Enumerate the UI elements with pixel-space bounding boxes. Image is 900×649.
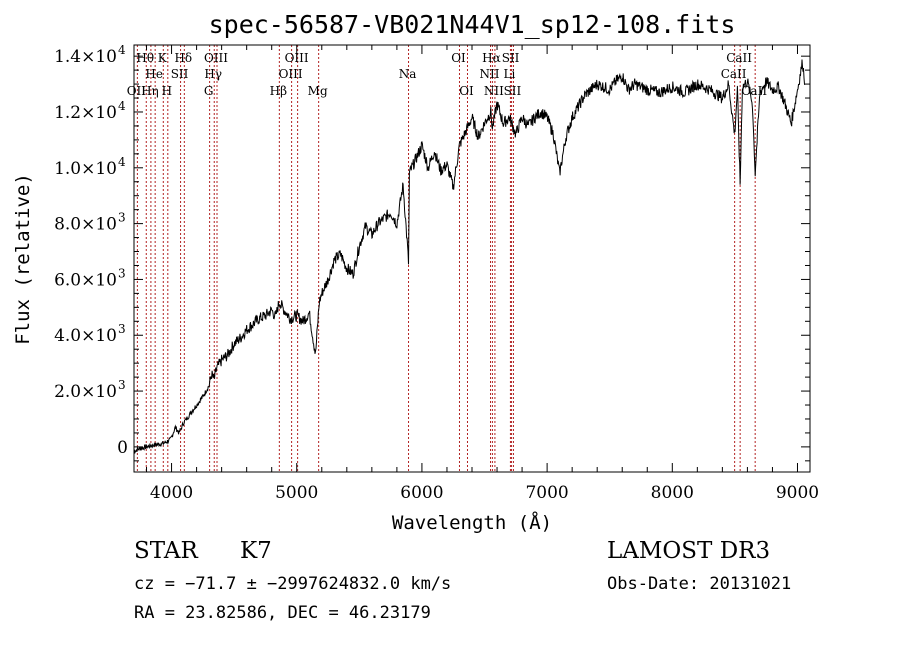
survey-name: LAMOST DR3 bbox=[607, 538, 771, 564]
chart-title: spec-56587-VB021N44V1_sp12-108.fits bbox=[209, 10, 736, 39]
y-tick-label: 1.4×10 bbox=[54, 47, 117, 67]
y-tick-exponent: 3 bbox=[118, 211, 126, 225]
line-marker-label: CaII bbox=[721, 67, 747, 81]
line-marker-label: Mg bbox=[308, 84, 328, 98]
line-marker-label: OI bbox=[451, 51, 466, 65]
line-marker-label: CaII bbox=[726, 51, 752, 65]
line-marker-label: Hθ bbox=[136, 51, 154, 65]
y-axis: 02.0×10 34.0×10 36.0×10 38.0×10 31.0×10 41.2×… bbox=[54, 43, 810, 462]
line-marker-label: H bbox=[162, 84, 172, 98]
x-tick-label: 8000 bbox=[651, 483, 694, 503]
y-tick-exponent: 4 bbox=[118, 155, 126, 169]
y-tick-exponent: 3 bbox=[118, 266, 126, 280]
line-marker-label: Hβ bbox=[270, 84, 287, 98]
object-class: STAR bbox=[134, 538, 198, 564]
x-tick-label: 6000 bbox=[400, 483, 443, 503]
emission-line-labels: OII Hθ Hη He K H SII Hδ G Hγ OIII Hβ OIII OIII Mg Na OI O… bbox=[127, 51, 768, 98]
line-marker-label: Hη bbox=[141, 84, 159, 98]
x-axis-label: Wavelength (Å) bbox=[392, 511, 552, 534]
line-marker-label: SII bbox=[171, 67, 189, 81]
line-marker-label: G bbox=[204, 84, 214, 98]
y-tick-label: 0 bbox=[117, 438, 128, 458]
line-marker-label: SII bbox=[502, 51, 520, 65]
line-marker-label: Na bbox=[399, 67, 417, 81]
y-tick-exponent: 4 bbox=[118, 99, 126, 113]
spectrum-line bbox=[133, 59, 806, 455]
object-subclass: K7 bbox=[240, 538, 272, 564]
emission-line-markers bbox=[136, 45, 756, 472]
line-marker-label: OI bbox=[459, 84, 474, 98]
y-tick-label: 6.0×10 bbox=[54, 270, 117, 290]
coordinates: RA = 23.82586, DEC = 46.23179 bbox=[134, 603, 431, 623]
y-tick-label: 1.2×10 bbox=[54, 103, 117, 123]
line-marker-label: SII bbox=[504, 84, 522, 98]
line-marker-label: OIII bbox=[279, 67, 303, 81]
y-tick-label: 1.0×10 bbox=[54, 159, 117, 179]
x-tick-label: 9000 bbox=[776, 483, 819, 503]
line-marker-label: Hγ bbox=[204, 67, 222, 81]
y-tick-label: 8.0×10 bbox=[54, 215, 117, 235]
line-marker-label: He bbox=[145, 67, 163, 81]
line-marker-label: Hδ bbox=[174, 51, 192, 65]
line-marker-label: OII bbox=[127, 84, 147, 98]
x-tick-label: 5000 bbox=[275, 483, 318, 503]
line-marker-label: CaII bbox=[741, 84, 767, 98]
x-tick-label: 4000 bbox=[150, 483, 193, 503]
line-marker-label: OIII bbox=[204, 51, 228, 65]
spectrum-series bbox=[133, 59, 806, 455]
redshift-readout: cz = −71.7 ± −2997624832.0 km/s bbox=[134, 574, 452, 594]
line-marker-label: NII bbox=[484, 84, 504, 98]
y-tick-label: 2.0×10 bbox=[54, 382, 117, 402]
y-tick-exponent: 3 bbox=[118, 378, 126, 392]
line-marker-label: Li bbox=[504, 67, 516, 81]
y-tick-label: 4.0×10 bbox=[54, 326, 117, 346]
x-tick-label: 7000 bbox=[525, 483, 568, 503]
x-axis: 4000 5000 6000 7000 8000 9000 bbox=[146, 45, 819, 503]
obs-date: Obs-Date: 20131021 bbox=[607, 574, 792, 594]
plot-frame bbox=[133, 44, 811, 473]
line-marker-label: NII bbox=[480, 67, 500, 81]
y-tick-exponent: 3 bbox=[118, 322, 126, 336]
line-marker-label: Hα bbox=[482, 51, 501, 65]
line-marker-label: OIII bbox=[285, 51, 309, 65]
y-axis-label: Flux (relative) bbox=[12, 173, 34, 345]
y-tick-exponent: 4 bbox=[118, 43, 126, 57]
line-marker-label: K bbox=[158, 51, 168, 65]
